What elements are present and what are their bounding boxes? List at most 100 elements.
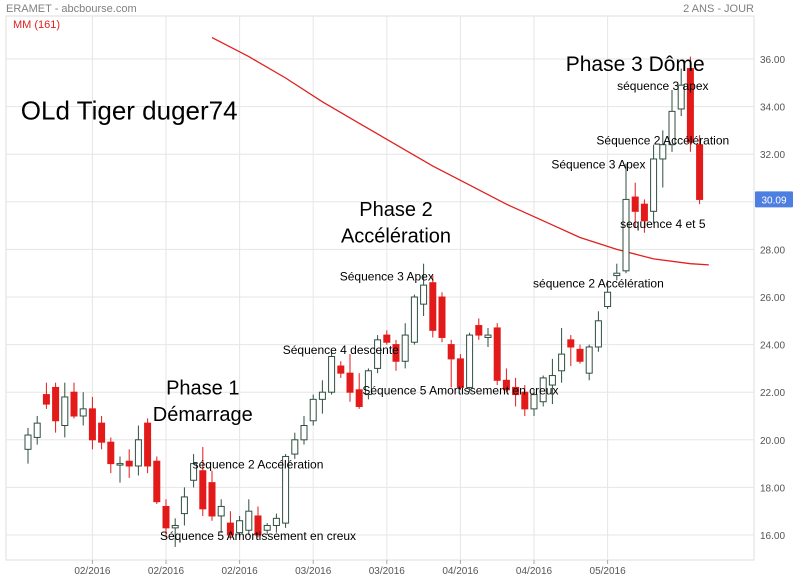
candle-body — [401, 334, 409, 362]
candle-body — [254, 515, 262, 536]
candle-body — [171, 524, 179, 529]
candle-body — [190, 463, 198, 481]
candle-body — [686, 68, 694, 143]
candle-body — [364, 370, 372, 396]
candle-body — [668, 110, 676, 146]
candle-body — [309, 398, 317, 422]
candle-body — [530, 394, 538, 410]
candle-body — [98, 422, 106, 443]
candle-body — [558, 353, 566, 372]
candle-body — [52, 386, 60, 422]
candle-body — [456, 358, 464, 388]
chart-annotation: séquence 2 Accélération — [193, 457, 324, 471]
candle-body — [70, 391, 78, 417]
chart-annotation: OLd Tiger duger74 — [21, 96, 238, 126]
candle-body — [282, 455, 290, 524]
chart-annotation: Séquence 5 Amortissement en creux — [362, 384, 558, 398]
y-tick-label: 32.00 — [760, 150, 785, 161]
candle-body — [226, 522, 234, 536]
chart-annotation: sequence 4 et 5 — [620, 217, 706, 231]
chart-annotation: Séquence 5 Amortissement en creux — [160, 529, 356, 543]
candle-body — [125, 460, 133, 467]
candle-body — [355, 389, 363, 407]
candle-body — [484, 334, 492, 338]
candle-body — [650, 158, 658, 212]
candle-body — [162, 505, 170, 529]
candle-body — [604, 291, 612, 308]
candle-body — [42, 394, 50, 405]
chart-annotation: Séquence 3 Apex — [551, 157, 645, 171]
candle-body — [696, 144, 704, 200]
y-tick-label: 24.00 — [760, 341, 785, 352]
candle-body — [429, 282, 437, 331]
candle-body — [199, 470, 207, 510]
candle-body — [134, 439, 142, 467]
chart-annotation: Séquence 2 Accélération — [596, 134, 729, 148]
candle-body — [61, 396, 69, 427]
candle-body — [263, 524, 271, 531]
candle-body — [116, 463, 124, 466]
candle-body — [585, 346, 593, 374]
y-tick-label: 22.00 — [760, 388, 785, 399]
candle-body — [438, 296, 446, 338]
x-tick-label: 03/2016 — [369, 566, 406, 577]
candle-body — [236, 520, 244, 534]
candle-body — [318, 391, 326, 400]
candle-body — [24, 434, 32, 450]
chart-title: ERAMET - abcbourse.com — [6, 3, 137, 15]
indicator-label: MM (161) — [13, 19, 61, 31]
last-price-badge — [755, 191, 793, 208]
candle-body — [300, 425, 308, 441]
y-tick-label: 34.00 — [760, 103, 785, 114]
candle-body — [613, 272, 621, 277]
candle-body — [521, 391, 529, 410]
candle-body — [383, 334, 391, 343]
candle-body — [180, 496, 188, 515]
candle-body — [245, 510, 253, 531]
candle-body — [208, 482, 216, 517]
candle-body — [107, 441, 115, 465]
y-tick-label: 36.00 — [760, 55, 785, 66]
candle-body — [493, 327, 501, 381]
candle-body — [328, 356, 336, 393]
candle-body — [447, 344, 455, 360]
candle-body — [88, 408, 96, 441]
y-tick-label: 18.00 — [760, 483, 785, 494]
candle-body — [272, 517, 280, 526]
x-tick-label: 02/2016 — [222, 566, 259, 577]
moving-average-line — [211, 37, 709, 266]
candle-body — [677, 84, 685, 110]
candle-body — [539, 377, 547, 403]
chart-annotation: Accélération — [341, 225, 451, 247]
candle-body — [33, 422, 41, 438]
candle-body — [512, 386, 520, 396]
candle-body — [217, 505, 225, 517]
candle-body — [567, 339, 575, 348]
chart-annotation: Séquence 4 descente — [283, 343, 399, 357]
candle-body — [374, 339, 382, 369]
candle-body — [410, 296, 418, 343]
y-tick-label: 20.00 — [760, 436, 785, 447]
candle-body — [144, 422, 152, 467]
x-tick-label: 02/2016 — [148, 566, 185, 577]
candle-body — [346, 372, 354, 393]
chart-annotation: Phase 1 — [166, 378, 239, 400]
candle-body — [79, 408, 87, 417]
candle-body — [631, 196, 639, 212]
chart-annotation: séquence 2 Accélération — [533, 276, 664, 290]
candle-body — [640, 203, 648, 222]
chart-annotation: Démarrage — [153, 404, 253, 426]
candle-body — [659, 144, 667, 160]
x-tick-label: 04/2016 — [516, 566, 553, 577]
candle-body — [392, 344, 400, 362]
chart-annotation: Phase 3 Dôme — [566, 53, 705, 76]
candle-body — [548, 375, 556, 386]
candle-body — [337, 365, 345, 374]
x-tick-label: 02/2016 — [74, 566, 111, 577]
last-price-label: 30.09 — [761, 195, 786, 206]
chart-annotation: Phase 2 — [359, 199, 432, 221]
candle-body — [576, 348, 584, 362]
chart-annotation: Séquence 3 Apex — [340, 269, 434, 283]
